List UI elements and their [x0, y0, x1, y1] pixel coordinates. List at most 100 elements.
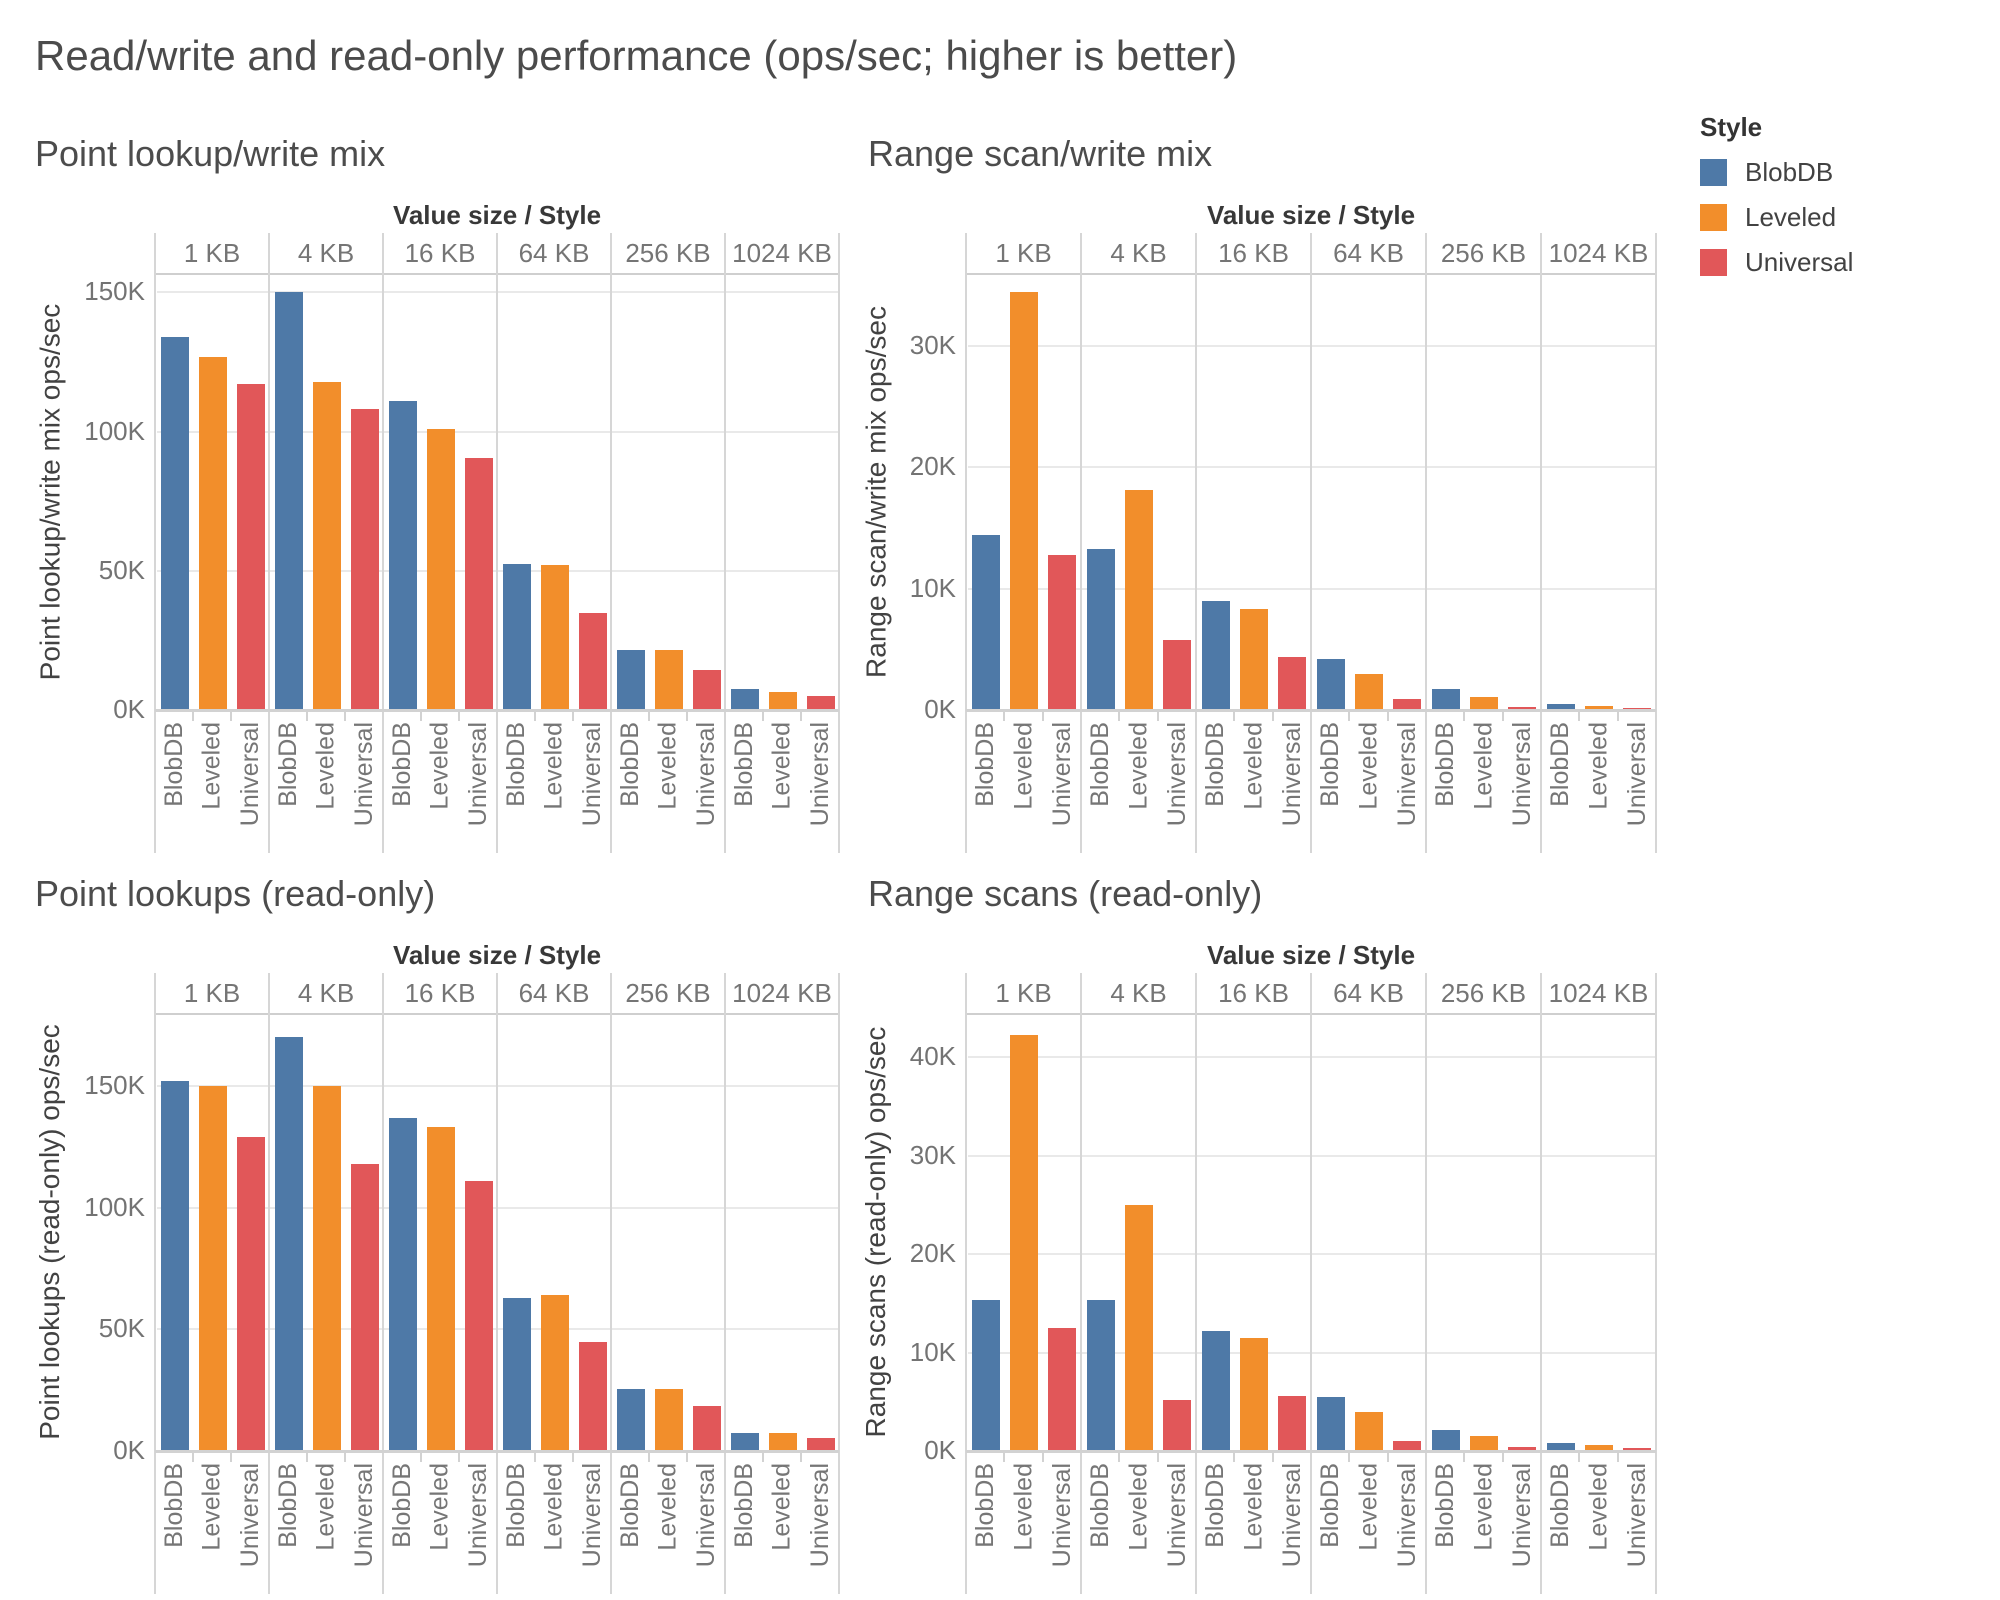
column-header-range-scans-read-only: Value size / Style: [1206, 940, 1416, 970]
bar-label-leveled: Leveled: [1584, 1463, 1613, 1551]
bar-blobdb-64-kb[interactable]: [1317, 1396, 1345, 1451]
bar-leveled-1-kb[interactable]: [199, 1086, 227, 1451]
y-axis-title-range-scans-read-only: Range scans (read-only) ops/sec: [860, 1026, 891, 1438]
bar-leveled-256-kb[interactable]: [1470, 1436, 1498, 1451]
bar-leveled-4-kb[interactable]: [313, 381, 341, 710]
bar-label-universal: Universal: [350, 1463, 378, 1568]
bar-leveled-16-kb[interactable]: [427, 1127, 455, 1451]
bar-leveled-64-kb[interactable]: [1355, 673, 1383, 710]
bar-label-universal: Universal: [692, 722, 720, 827]
bar-leveled-1024-kb[interactable]: [1585, 705, 1613, 710]
bar-blobdb-16-kb[interactable]: [389, 401, 417, 710]
group-divider: [1195, 233, 1197, 853]
bar-blobdb-256-kb[interactable]: [1432, 689, 1460, 710]
bar-leveled-256-kb[interactable]: [655, 1388, 683, 1451]
bar-universal-4-kb[interactable]: [1163, 639, 1191, 710]
bar-universal-256-kb[interactable]: [693, 669, 721, 710]
bar-universal-256-kb[interactable]: [1508, 1447, 1536, 1451]
bar-leveled-64-kb[interactable]: [541, 565, 569, 710]
bar-universal-1-kb[interactable]: [237, 384, 265, 710]
bar-universal-1-kb[interactable]: [1048, 1327, 1076, 1451]
bar-universal-4-kb[interactable]: [1163, 1399, 1191, 1451]
bar-blobdb-256-kb[interactable]: [1432, 1430, 1460, 1451]
bar-blobdb-4-kb[interactable]: [275, 1037, 303, 1451]
bar-blobdb-16-kb[interactable]: [1202, 600, 1230, 710]
bar-leveled-4-kb[interactable]: [313, 1086, 341, 1451]
bar-blobdb-256-kb[interactable]: [617, 1388, 645, 1451]
bar-leveled-256-kb[interactable]: [1470, 696, 1498, 710]
bar-label-blobdb: BlobDB: [1316, 1463, 1345, 1548]
bar-universal-256-kb[interactable]: [693, 1405, 721, 1451]
bar-label-universal: Universal: [578, 1463, 606, 1568]
bar-label-blobdb: BlobDB: [971, 722, 1000, 807]
bar-blobdb-1024-kb[interactable]: [1547, 703, 1575, 710]
value-size-label-64-kb: 64 KB: [1333, 238, 1404, 268]
bar-blobdb-1024-kb[interactable]: [731, 689, 759, 710]
bar-leveled-4-kb[interactable]: [1125, 490, 1153, 710]
bar-blobdb-16-kb[interactable]: [1202, 1330, 1230, 1451]
bar-leveled-1024-kb[interactable]: [769, 691, 797, 710]
bar-universal-1024-kb[interactable]: [807, 696, 835, 710]
bar-universal-64-kb[interactable]: [579, 612, 607, 710]
bar-leveled-4-kb[interactable]: [1125, 1204, 1153, 1451]
bar-blobdb-1-kb[interactable]: [972, 1300, 1000, 1451]
bar-universal-1-kb[interactable]: [237, 1137, 265, 1451]
bar-universal-64-kb[interactable]: [1393, 699, 1421, 710]
bar-blobdb-256-kb[interactable]: [617, 650, 645, 710]
gridline-150K: [157, 1085, 839, 1087]
x-tick: [306, 712, 308, 721]
bar-leveled-16-kb[interactable]: [427, 428, 455, 710]
x-tick: [1156, 1453, 1159, 1462]
bar-leveled-64-kb[interactable]: [541, 1295, 569, 1451]
bar-universal-64-kb[interactable]: [1393, 1441, 1421, 1451]
x-tick: [1348, 712, 1351, 721]
bar-blobdb-1024-kb[interactable]: [731, 1432, 759, 1451]
legend-item-leveled[interactable]: Leveled: [1700, 202, 1960, 233]
bar-universal-16-kb[interactable]: [1278, 1395, 1306, 1451]
column-header-range-scan-write-mix: Value size / Style: [1206, 200, 1416, 230]
bar-blobdb-64-kb[interactable]: [503, 563, 531, 710]
bar-leveled-1024-kb[interactable]: [769, 1432, 797, 1451]
bar-blobdb-16-kb[interactable]: [389, 1117, 417, 1451]
bar-universal-4-kb[interactable]: [351, 409, 379, 710]
bar-leveled-256-kb[interactable]: [655, 650, 683, 710]
bar-universal-16-kb[interactable]: [1278, 656, 1306, 710]
bar-leveled-16-kb[interactable]: [1240, 1337, 1268, 1451]
bar-label-leveled: Leveled: [768, 1463, 796, 1551]
bar-leveled-1-kb[interactable]: [1010, 1034, 1038, 1451]
ytick-label-30K: 30K: [909, 1139, 956, 1170]
bar-leveled-1-kb[interactable]: [1010, 292, 1038, 710]
ytick-label-0K: 0K: [113, 1435, 145, 1465]
bar-label-blobdb: BlobDB: [274, 1463, 302, 1548]
bar-universal-64-kb[interactable]: [579, 1341, 607, 1451]
bar-blobdb-64-kb[interactable]: [1317, 659, 1345, 710]
bar-universal-1024-kb[interactable]: [807, 1437, 835, 1451]
bar-blobdb-1-kb[interactable]: [972, 535, 1000, 710]
bar-blobdb-1-kb[interactable]: [161, 1081, 189, 1451]
bar-blobdb-4-kb[interactable]: [1087, 1300, 1115, 1451]
bar-label-universal: Universal: [236, 722, 264, 827]
bar-label-blobdb: BlobDB: [971, 1463, 1000, 1548]
bar-label-universal: Universal: [1392, 722, 1421, 827]
bar-universal-16-kb[interactable]: [465, 1180, 493, 1451]
bar-blobdb-1-kb[interactable]: [161, 337, 189, 710]
bar-universal-4-kb[interactable]: [351, 1163, 379, 1451]
bar-universal-1-kb[interactable]: [1048, 554, 1076, 710]
bar-label-blobdb: BlobDB: [1086, 1463, 1115, 1548]
bar-blobdb-1024-kb[interactable]: [1547, 1443, 1575, 1451]
legend-item-universal[interactable]: Universal: [1700, 247, 1960, 278]
group-divider: [724, 233, 726, 853]
legend-item-blobdb[interactable]: BlobDB: [1700, 157, 1960, 188]
bar-blobdb-4-kb[interactable]: [1087, 548, 1115, 710]
bar-universal-16-kb[interactable]: [465, 458, 493, 710]
bar-leveled-64-kb[interactable]: [1355, 1411, 1383, 1451]
bar-universal-256-kb[interactable]: [1508, 706, 1536, 710]
bar-leveled-1024-kb[interactable]: [1585, 1445, 1613, 1451]
ytick-label-10K: 10K: [909, 1336, 956, 1367]
bar-blobdb-4-kb[interactable]: [275, 292, 303, 710]
bar-label-blobdb: BlobDB: [274, 722, 302, 807]
bar-leveled-1-kb[interactable]: [199, 356, 227, 710]
bar-blobdb-64-kb[interactable]: [503, 1297, 531, 1451]
bar-leveled-16-kb[interactable]: [1240, 609, 1268, 710]
bar-universal-1024-kb[interactable]: [1623, 1448, 1651, 1451]
